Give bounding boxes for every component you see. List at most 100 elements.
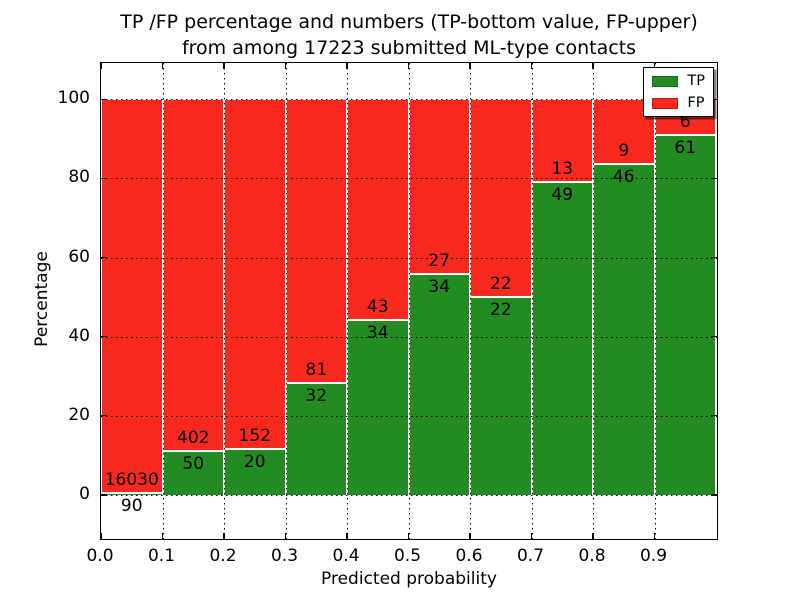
y-tick-left-40 (101, 335, 107, 338)
bar-tp-0.4-0.5 (347, 320, 409, 495)
bar-fp-count-0.0-0.1: 16030 (104, 469, 159, 490)
bar-tp-0.9-1.0 (654, 134, 716, 495)
x-tick-top-0.6 (469, 63, 471, 69)
bar-tp-count-0.5-0.6: 34 (428, 277, 451, 298)
x-tick-top-0.5 (407, 63, 410, 69)
x-tick-label-0.7: 0.7 (516, 546, 545, 566)
bar-tp-count-0.4-0.5: 34 (366, 323, 389, 344)
x-tick-bottom-0.7 (530, 533, 533, 539)
x-tick-label-0.3: 0.3 (270, 546, 299, 566)
bar-fp-count-0.6-0.7: 22 (489, 274, 512, 295)
bar-tp-0.7-0.8 (531, 182, 593, 495)
y-tick-left-80 (101, 177, 107, 180)
plot-area: TP FP 16030 90 402 50 152 20 81 32 43 34 27 34 22 22 13… (100, 62, 718, 540)
legend: TP FP (643, 67, 714, 117)
gridline-x-0.8 (593, 63, 594, 539)
x-tick-bottom-0.6 (469, 533, 471, 539)
tp-swatch-icon (652, 75, 679, 87)
x-tick-bottom-0.4 (346, 533, 348, 539)
bar-fp-count-0.2-0.3: 152 (238, 425, 271, 446)
x-tick-top-0.8 (592, 63, 594, 69)
y-tick-right-0 (711, 494, 717, 496)
bar-tp-count-0.0-0.1: 90 (120, 495, 143, 516)
bar-tp-count-0.3-0.4: 32 (305, 385, 328, 406)
y-tick-label-20: 20 (68, 404, 90, 425)
gridline-x-0.3 (285, 63, 287, 539)
bar-fp-0.3-0.4 (285, 99, 347, 383)
bar-fp-count-0.1-0.2: 402 (177, 428, 210, 449)
x-tick-bottom-0.1 (161, 533, 164, 539)
bar-tp-count-0.6-0.7: 22 (489, 300, 512, 321)
bar-fp-0.5-0.6 (408, 99, 470, 275)
gridline-x-0.5 (408, 63, 410, 539)
y-tick-right-100 (711, 98, 717, 101)
bar-tp-0.8-0.9 (593, 164, 655, 495)
gridline-x-0.2 (224, 63, 225, 539)
x-tick-bottom-0.5 (407, 533, 410, 539)
y-tick-label-0: 0 (79, 483, 90, 504)
y-tick-left-60 (101, 256, 107, 259)
x-tick-label-0.6: 0.6 (455, 546, 483, 566)
x-tick-label-0.5: 0.5 (393, 546, 422, 566)
bar-fp-0.1-0.2 (162, 99, 224, 452)
bar-fp-count-0.5-0.6: 27 (428, 251, 451, 272)
y-tick-right-60 (711, 256, 717, 259)
gridline-x-0.1 (162, 63, 164, 539)
gridline-x-0.4 (347, 63, 348, 539)
y-tick-label-40: 40 (68, 325, 90, 346)
bar-tp-count-0.7-0.8: 49 (551, 185, 574, 206)
x-tick-bottom-0.0 (100, 533, 102, 539)
x-axis-label: Predicted probability (321, 569, 497, 589)
chart-title: TP /FP percentage and numbers (TP-bottom… (100, 9, 718, 61)
chart-title-line2: from among 17223 submitted ML-type conta… (181, 37, 637, 60)
y-tick-right-40 (711, 335, 717, 338)
bar-fp-0.6-0.7 (470, 99, 532, 298)
bar-tp-0.2-0.3 (224, 448, 286, 495)
bar-fp-count-0.3-0.4: 81 (305, 359, 328, 380)
x-tick-label-0.0: 0.0 (86, 546, 114, 566)
bar-tp-0.5-0.6 (408, 274, 470, 495)
y-tick-left-20 (101, 415, 107, 417)
legend-item-TP: TP (652, 73, 705, 89)
legend-item-FP: FP (652, 95, 705, 111)
x-tick-label-0.2: 0.2 (209, 546, 237, 566)
legend-label-TP: TP (687, 73, 705, 89)
bar-tp-count-0.9-1.0: 61 (674, 137, 697, 158)
x-tick-top-0.1 (161, 63, 164, 69)
x-tick-bottom-0.9 (653, 533, 656, 539)
bar-fp-count-0.7-0.8: 13 (551, 159, 574, 180)
x-tick-top-0.4 (346, 63, 348, 69)
bar-fp-0.2-0.3 (224, 99, 286, 449)
y-tick-right-80 (711, 177, 717, 180)
y-tick-right-20 (711, 415, 717, 417)
x-tick-top-0.7 (530, 63, 533, 69)
y-tick-left-0 (101, 494, 107, 496)
bar-tp-count-0.8-0.9: 46 (612, 167, 635, 188)
x-tick-bottom-0.8 (592, 533, 594, 539)
bar-fp-count-0.9-1.0: 6 (679, 111, 691, 132)
x-tick-bottom-0.3 (284, 533, 287, 539)
x-tick-top-0.3 (284, 63, 287, 69)
bar-fp-0.0-0.1 (101, 99, 163, 493)
gridline-x-0.9 (654, 63, 656, 539)
bar-fp-count-0.8-0.9: 9 (618, 141, 630, 162)
bar-tp-0.3-0.4 (285, 382, 347, 495)
y-tick-left-100 (101, 98, 107, 101)
gridline-x-0.6 (470, 63, 471, 539)
y-tick-label-60: 60 (68, 246, 90, 267)
x-tick-top-0.2 (223, 63, 225, 69)
x-tick-label-0.8: 0.8 (578, 546, 606, 566)
x-tick-label-0.9: 0.9 (639, 546, 668, 566)
bar-fp-count-0.4-0.5: 43 (366, 297, 389, 318)
bar-fp-0.4-0.5 (347, 99, 409, 321)
y-tick-label-80: 80 (68, 167, 90, 188)
bar-tp-count-0.1-0.2: 50 (182, 454, 205, 475)
x-tick-label-0.1: 0.1 (147, 546, 176, 566)
x-tick-top-0.9 (653, 63, 656, 69)
bar-tp-0.6-0.7 (470, 297, 532, 495)
x-tick-label-0.4: 0.4 (332, 546, 360, 566)
chart-title-line1: TP /FP percentage and numbers (TP-bottom… (120, 11, 698, 33)
legend-label-FP: FP (687, 95, 705, 111)
x-tick-top-0.0 (100, 63, 102, 69)
